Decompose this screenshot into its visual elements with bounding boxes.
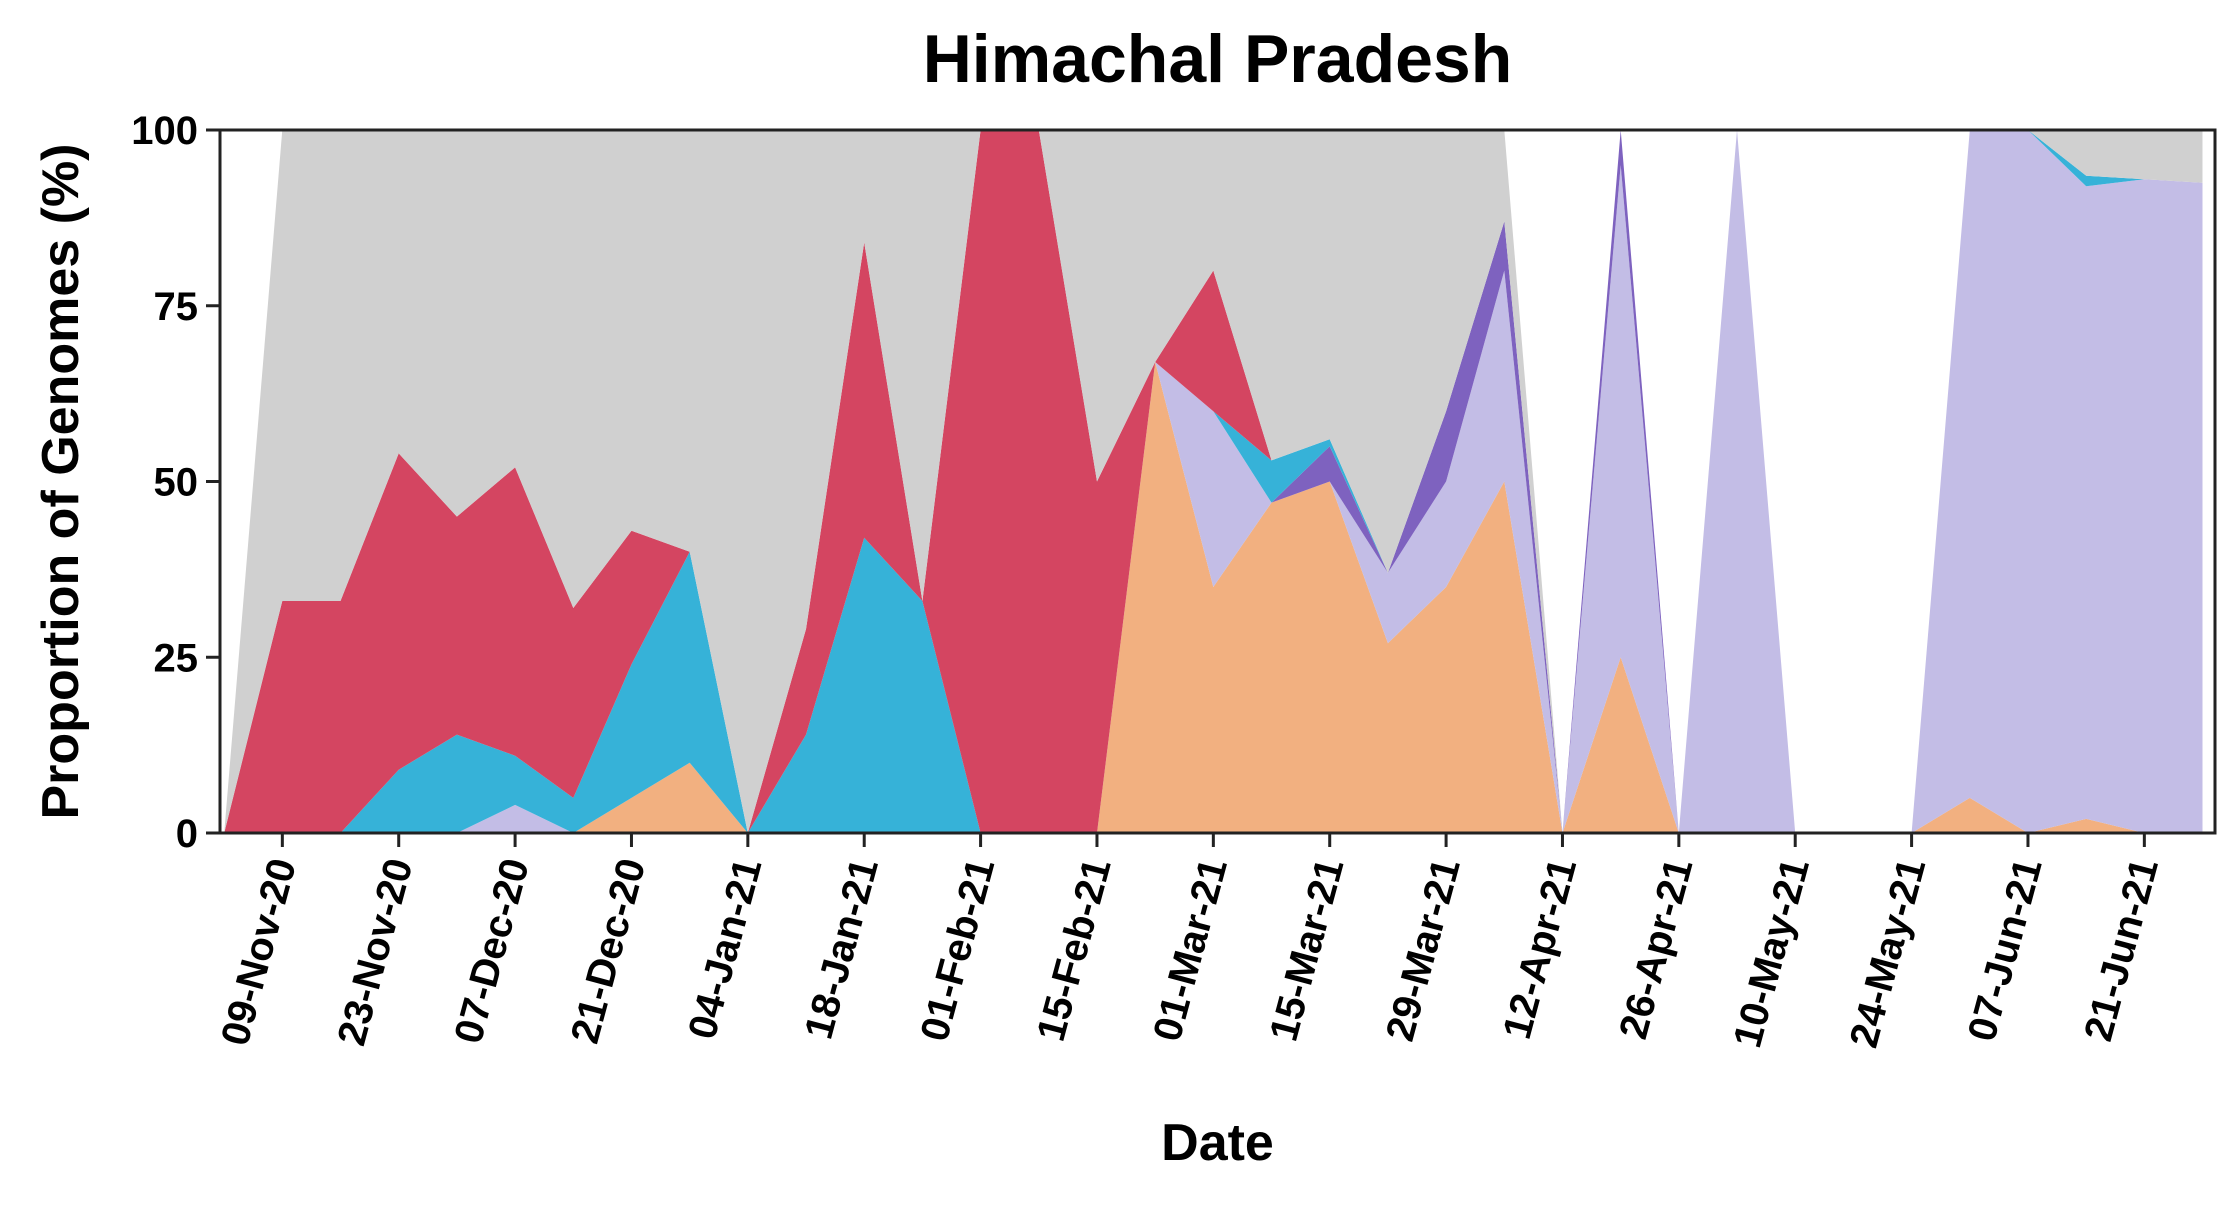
y-axis: 0 25 50 75 100 <box>131 109 220 856</box>
x-tick-label: 10-May-21 <box>1725 854 1818 1052</box>
x-axis: 09-Nov-20 23-Nov-20 07-Dec-20 21-Dec-20 04-J… <box>213 833 2167 1052</box>
x-tick-label: 23-Nov-20 <box>329 854 421 1050</box>
x-tick-label: 21-Dec-20 <box>563 854 654 1048</box>
y-tick-label: 100 <box>131 109 198 153</box>
x-tick-label: 15-Feb-21 <box>1029 854 1120 1046</box>
y-axis-label: Proportion of Genomes (%) <box>32 144 90 820</box>
x-tick-label: 29-Mar-21 <box>1378 854 1469 1046</box>
x-tick-label: 04-Jan-21 <box>680 854 770 1044</box>
x-tick-label: 24-May-21 <box>1842 854 1935 1052</box>
x-tick-label: 01-Feb-21 <box>912 854 1003 1046</box>
series-area-0 <box>224 362 2203 833</box>
y-tick-label: 50 <box>154 461 199 505</box>
y-tick-label: 0 <box>176 812 198 856</box>
x-tick-label: 01-Mar-21 <box>1145 854 1236 1046</box>
x-axis-label: Date <box>1161 1114 1274 1172</box>
x-tick-label: 07-Jun-21 <box>1960 854 2051 1046</box>
series-area-1 <box>224 130 2203 833</box>
series-area-3 <box>224 130 2203 833</box>
x-tick-label: 12-Apr-21 <box>1495 854 1585 1044</box>
series-areas <box>224 130 2203 833</box>
x-tick-label: 21-Jun-21 <box>2076 854 2167 1046</box>
y-tick-label: 75 <box>154 285 199 329</box>
x-tick-label: 18-Jan-21 <box>797 854 887 1044</box>
series-area-5 <box>224 130 2203 833</box>
x-tick-label: 26-Apr-21 <box>1611 854 1701 1044</box>
y-tick-label: 25 <box>154 636 199 680</box>
chart-title: Himachal Pradesh <box>923 21 1513 97</box>
x-tick-label: 15-Mar-21 <box>1262 854 1353 1046</box>
x-tick-label: 07-Dec-20 <box>446 854 537 1048</box>
x-tick-label: 09-Nov-20 <box>213 854 305 1050</box>
